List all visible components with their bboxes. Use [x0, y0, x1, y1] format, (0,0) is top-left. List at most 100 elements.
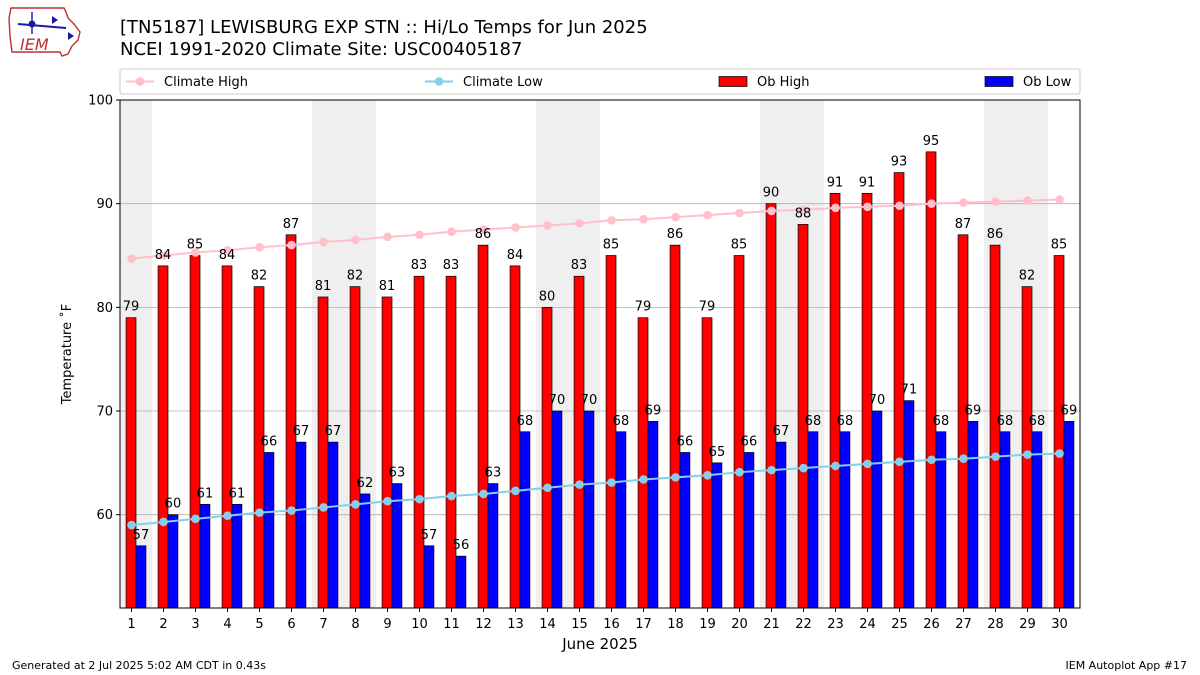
climate-high-point-10 [415, 230, 424, 240]
label-low-30: 69 [1061, 403, 1078, 418]
label-low-22: 68 [805, 414, 822, 429]
bar-high-29 [1021, 286, 1033, 609]
bar-high-7 [317, 296, 329, 609]
label-high-8: 82 [347, 269, 364, 284]
label-low-17: 69 [645, 403, 662, 418]
x-tick-label-5: 5 [255, 617, 263, 632]
x-tick-label-3: 3 [191, 617, 199, 632]
climate-high-point-30 [1055, 195, 1064, 204]
bar-low-3 [199, 503, 211, 609]
climate-high-point-29 [1023, 196, 1032, 205]
bar-high-19 [701, 317, 713, 609]
label-low-1: 57 [133, 528, 150, 543]
bar-high-4 [221, 265, 233, 609]
climate-high-point-13 [511, 223, 520, 232]
x-axis-label: June 2025 [561, 635, 638, 653]
label-high-19: 79 [699, 300, 716, 315]
climate-high-point-12 [479, 225, 488, 234]
x-tick-label-11: 11 [443, 617, 460, 632]
climate-low-point-5 [255, 508, 264, 517]
label-high-21: 90 [763, 186, 780, 201]
climate-low-point-12 [479, 489, 488, 499]
bar-low-16 [615, 431, 627, 609]
label-low-29: 68 [1029, 414, 1046, 429]
label-low-20: 66 [741, 434, 758, 449]
x-tick-label-6: 6 [287, 617, 295, 632]
label-low-25: 71 [901, 383, 918, 398]
label-low-5: 66 [261, 434, 278, 449]
bar-low-7 [327, 441, 339, 609]
label-high-10: 83 [411, 258, 428, 273]
x-tick-label-30: 30 [1051, 617, 1068, 632]
label-high-15: 83 [571, 258, 588, 273]
chart-title: [TN5187] LEWISBURG EXP STN :: Hi/Lo Temp… [120, 17, 648, 38]
climate-low-point-11 [447, 491, 456, 501]
climate-high-point-16 [607, 215, 616, 225]
climate-high-point-11 [447, 227, 456, 236]
climate-high-point-2 [159, 251, 168, 260]
x-tick-label-25: 25 [891, 617, 908, 632]
label-low-21: 67 [773, 424, 790, 439]
climate-high-point-3 [191, 248, 200, 257]
label-low-6: 67 [293, 424, 310, 439]
climate-low-point-2 [159, 517, 168, 527]
label-high-3: 85 [187, 238, 204, 253]
bar-low-15 [583, 410, 595, 609]
bar-high-18 [669, 244, 681, 609]
y-tick-label-90: 90 [96, 197, 113, 212]
legend-ob-high-label: Ob High [757, 75, 810, 90]
bar-high-27 [957, 234, 969, 609]
climate-low-point-29 [1023, 450, 1032, 459]
label-high-20: 85 [731, 238, 748, 253]
climate-low-point-22 [799, 463, 808, 473]
bar-high-30 [1053, 255, 1065, 609]
climate-high-point-23 [831, 203, 840, 213]
bar-high-2 [157, 265, 169, 609]
label-low-8: 62 [357, 476, 374, 491]
climate-low-line [131, 452, 1060, 527]
logo-text: IEM [20, 35, 49, 54]
label-low-2: 60 [165, 497, 182, 512]
bar-low-19 [711, 462, 723, 609]
bar-low-10 [423, 545, 435, 609]
climate-low-point-18 [671, 473, 680, 482]
climate-high-line [131, 198, 1060, 260]
climate-low-point-14 [543, 483, 552, 493]
legend-ob-low-swatch [984, 76, 1014, 87]
climate-high-point-25 [895, 201, 904, 211]
bar-high-1 [125, 317, 137, 609]
climate-low-point-23 [831, 461, 840, 471]
climate-high-point-27 [959, 198, 968, 207]
label-high-27: 87 [955, 217, 972, 232]
bar-high-11 [445, 275, 457, 609]
climate-high-point-24 [863, 202, 872, 212]
climate-low-point-24 [863, 459, 872, 469]
x-tick-label-20: 20 [731, 617, 748, 632]
bar-low-5 [263, 452, 275, 609]
x-tick-label-12: 12 [475, 617, 492, 632]
bar-high-10 [413, 275, 425, 609]
label-high-9: 81 [379, 279, 396, 294]
label-high-7: 81 [315, 279, 332, 294]
bar-high-13 [509, 265, 521, 609]
bar-high-9 [381, 296, 393, 609]
label-low-18: 66 [677, 434, 694, 449]
bar-labels: 79 57 84 60 85 61 84 61 82 66 87 67 81 67 82 62 81 63 83 57… [123, 134, 1077, 553]
climate-high-point-7 [319, 237, 328, 247]
legend-climate-low-marker [434, 77, 444, 86]
legend-climate-high-marker [135, 77, 145, 86]
climate-low-point-27 [959, 454, 968, 464]
climate-low-point-25 [895, 457, 904, 467]
bar-low-17 [647, 421, 659, 609]
y-axis-label: Temperature ˚F [59, 304, 75, 405]
climate-low-point-21 [767, 465, 776, 475]
climate-low-point-30 [1055, 449, 1064, 458]
y-tick-label-100: 100 [88, 94, 113, 109]
climate-high-point-22 [799, 205, 808, 215]
climate-low-point-17 [639, 475, 648, 484]
x-tick-label-18: 18 [667, 617, 684, 632]
climate-low-point-10 [415, 494, 424, 504]
bar-low-27 [967, 421, 979, 609]
bar-low-25 [903, 400, 915, 609]
